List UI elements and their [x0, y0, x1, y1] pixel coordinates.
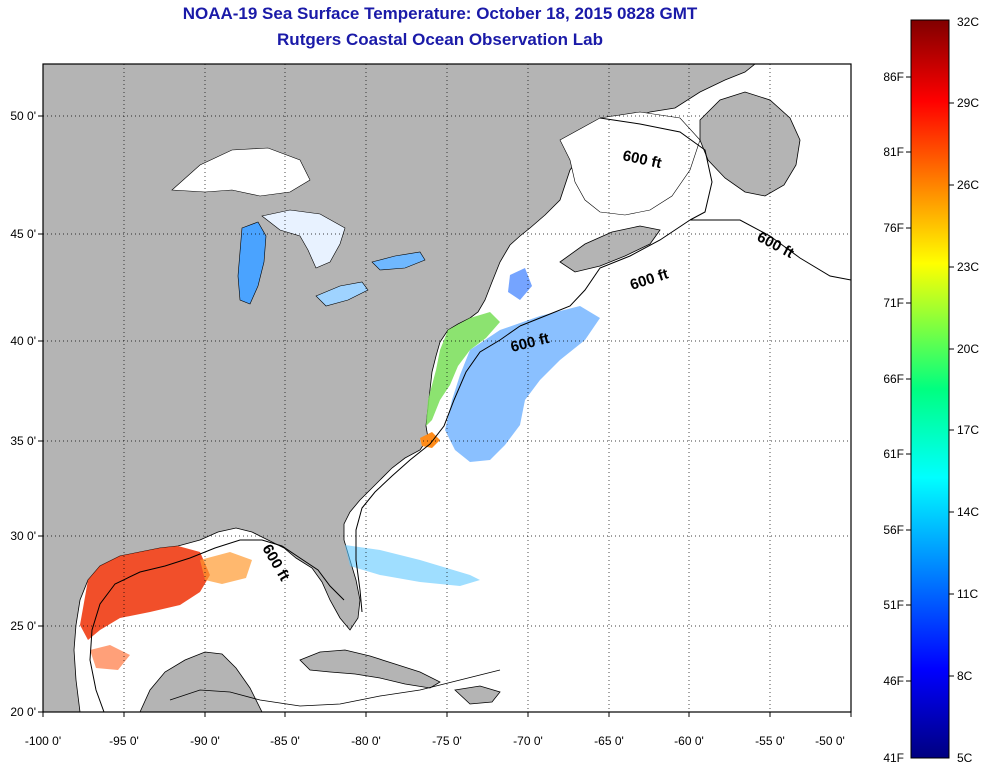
colorbar-fahrenheit-label: 66F	[883, 372, 904, 386]
colorbar-celsius-label: 26C	[957, 178, 979, 192]
contour-600ft-gulf	[89, 539, 345, 712]
colorbar-celsius-label: 32C	[957, 15, 979, 29]
contour-600ft-atlantic	[355, 325, 521, 613]
colorbar-celsius-label: 23C	[957, 260, 979, 274]
sst-gulf-warm	[80, 546, 210, 640]
colorbar-fahrenheit-label: 51F	[883, 598, 904, 612]
lake-ontario	[371, 251, 426, 271]
land-yucatan	[139, 651, 263, 712]
sst-mid-atlantic	[426, 312, 500, 426]
colorbar-celsius-label: 20C	[957, 342, 979, 356]
lon-tick-label: -90 0'	[190, 734, 220, 748]
lake-erie	[315, 281, 369, 307]
lon-tick-label: -95 0'	[109, 734, 139, 748]
sst-gulf-spots	[90, 645, 130, 670]
colorbar-fahrenheit-label: 86F	[883, 70, 904, 84]
lat-tick-label: 20 0'	[10, 705, 36, 719]
lon-tick-label: -70 0'	[513, 734, 543, 748]
lake-huron	[261, 209, 346, 269]
colorbar-celsius-label: 14C	[957, 505, 979, 519]
water-st-lawrence	[559, 111, 701, 216]
lon-tick-label: -55 0'	[755, 734, 785, 748]
lon-tick-label: -50 0'	[815, 734, 845, 748]
land-newfoundland	[699, 91, 801, 197]
colorbar-fahrenheit-label: 61F	[883, 447, 904, 461]
colorbar-fahrenheit-label: 76F	[883, 221, 904, 235]
lat-tick-label: 25 0'	[10, 619, 36, 633]
sst-hatteras-warm	[420, 432, 440, 448]
lake-superior	[171, 147, 311, 197]
colorbar-fahrenheit-label: 46F	[883, 674, 904, 688]
contour-600ft-scotian	[519, 219, 691, 327]
colorbar-celsius-label: 29C	[957, 96, 979, 110]
colorbar-celsius-label: 5C	[957, 751, 973, 765]
land-hispaniola	[454, 685, 501, 705]
map-subtitle: Rutgers Coastal Ocean Observation Lab	[277, 30, 603, 49]
lon-tick-label: -80 0'	[351, 734, 381, 748]
colorbar-celsius-label: 17C	[957, 423, 979, 437]
lake-michigan	[237, 221, 267, 305]
contour-600ft-northeast	[599, 117, 851, 281]
colorbar-ticks	[906, 76, 954, 682]
lat-tick-label: 45 0'	[10, 227, 36, 241]
lat-tick-label: 50 0'	[10, 109, 36, 123]
lon-tick-label: -60 0'	[674, 734, 704, 748]
colorbar-fahrenheit-label: 71F	[883, 296, 904, 310]
map-grid	[43, 64, 851, 712]
lat-tick-label: 35 0'	[10, 434, 36, 448]
lon-tick-label: -85 0'	[270, 734, 300, 748]
sst-gulf-warm-edge	[200, 552, 252, 584]
contour-600ft-caribbean	[169, 669, 501, 707]
sst-gulf-of-maine	[508, 268, 532, 300]
sst-florida-strait	[345, 545, 480, 586]
map-title: NOAA-19 Sea Surface Temperature: October…	[182, 4, 698, 23]
land-nova-scotia	[559, 225, 661, 273]
lon-tick-label: -65 0'	[594, 734, 624, 748]
colorbar-fahrenheit-label: 41F	[883, 751, 904, 765]
colorbar-celsius-label: 11C	[957, 587, 978, 601]
lon-tick-label: -100 0'	[25, 734, 61, 748]
colorbar-fahrenheit-label: 56F	[883, 523, 904, 537]
sst-mid-atlantic-offshore	[445, 306, 600, 462]
colorbar-fahrenheit-label: 81F	[883, 145, 904, 159]
lat-tick-label: 30 0'	[10, 529, 36, 543]
lat-tick-label: 40 0'	[10, 334, 36, 348]
land-cuba	[299, 649, 441, 689]
axis-ticks	[38, 115, 852, 717]
colorbar-celsius-label: 8C	[957, 669, 973, 683]
lon-tick-label: -75 0'	[432, 734, 462, 748]
colorbar	[910, 19, 950, 759]
